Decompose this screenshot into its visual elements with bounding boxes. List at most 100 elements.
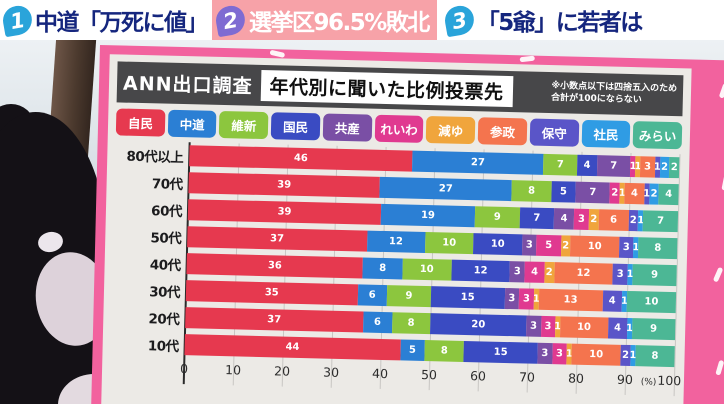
legend-item: れいわ <box>374 114 424 143</box>
stacked-bar-chart: 80代以上 46 27 7 4 7 1 1 3 1 2 2 70代 39 27 8 5 7 2 1 4 1 2 4 60代 39 1… <box>109 140 681 404</box>
bar-segment: 9 <box>386 285 432 308</box>
bar-segment: 3 <box>509 261 525 283</box>
bar-value-label: 9 <box>493 211 501 223</box>
bar-value-label: 2 <box>629 214 637 227</box>
bar-segment: 4 <box>624 182 645 205</box>
chart-rows: 80代以上 46 27 7 4 7 1 1 3 1 2 2 70代 39 27 8 5 7 2 1 4 1 2 4 60代 39 1… <box>110 140 681 370</box>
bar-segment: 7 <box>519 207 555 230</box>
bar-segment: 3 <box>504 287 520 310</box>
bar-value-label: 39 <box>277 206 292 218</box>
age-group-label: 30代 <box>148 283 181 301</box>
bar-segment: 3 <box>521 234 537 256</box>
bar-segment: 8 <box>635 345 675 368</box>
bar-value-label: 27 <box>438 183 453 195</box>
bar-segment: 12 <box>553 262 614 285</box>
headline-1-title: 中道「万死に値」 <box>35 10 209 36</box>
bar-segment: 10 <box>401 258 452 281</box>
bar-value-label: 12 <box>388 236 403 248</box>
panel-title: 年代別に聞いた比例投票先 <box>260 69 513 108</box>
bar-value-label: 46 <box>293 152 308 165</box>
bar-value-label: 4 <box>608 295 616 307</box>
headline-3-number-badge: 3 <box>442 3 477 37</box>
legend-item: 減ゆ <box>426 116 476 145</box>
panel-header: ANN出口調査 年代別に聞いた比例投票先 ※小数点以下は四捨五入のため 合計が1… <box>116 61 684 117</box>
bar-segment: 39 <box>187 199 382 225</box>
bar-value-label: 10 <box>587 240 602 253</box>
bar-segment: 4 <box>553 208 575 230</box>
headline-bar: 1 中道「万死に値」 2 選挙区96.5%敗北 3 「5爺」に若者は <box>0 0 724 40</box>
bar-value-label: 2 <box>545 266 553 279</box>
bar-value-label: 6 <box>373 316 382 328</box>
bar-value-label: 4 <box>630 188 639 200</box>
bar-segment: 10 <box>626 290 677 314</box>
headline-2-number-badge: 2 <box>213 3 248 37</box>
bar-value-label: 8 <box>440 345 448 357</box>
bar-value-label: 7 <box>589 187 597 199</box>
bar-value-label: 2 <box>590 214 598 226</box>
bar-segment: 2 <box>588 208 599 231</box>
bar-value-label: 35 <box>264 287 279 299</box>
bar-value-label: 7 <box>656 215 665 227</box>
bar-segment: 8 <box>362 257 403 280</box>
bar-segment: 3 <box>573 208 590 230</box>
bar-value-label: 10 <box>419 263 434 276</box>
bar-segment: 15 <box>463 340 538 364</box>
bar-value-label: 4 <box>613 322 622 334</box>
bar-value-label: 12 <box>473 265 488 277</box>
bar-value-label: 12 <box>576 267 591 280</box>
bar-segment: 4 <box>607 317 628 339</box>
axis-tick-label: 60 <box>469 368 487 384</box>
axis-tick-label: 50 <box>420 366 438 383</box>
legend-item: 参政 <box>477 117 528 146</box>
bar-segment: 7 <box>543 153 578 176</box>
bar-segment: 10 <box>473 233 523 256</box>
bar-segment: 6 <box>362 311 393 334</box>
age-group-label: 10代 <box>147 337 179 355</box>
bar-value-label: 4 <box>560 213 568 225</box>
bar-segment: 15 <box>430 286 505 309</box>
bar-value-label: 5 <box>545 239 553 252</box>
exit-poll-panel: ANN出口調査 年代別に聞いた比例投票先 ※小数点以下は四捨五入のため 合計が1… <box>101 54 692 404</box>
bar-value-label: 3 <box>522 293 531 305</box>
age-group-label: 80代以上 <box>126 148 184 166</box>
age-group-label: 40代 <box>149 256 181 274</box>
tape-mark <box>269 49 286 59</box>
axis-tick-label: 0 <box>179 361 189 377</box>
bar-segment: 6 <box>357 284 388 307</box>
bar-value-label: 7 <box>533 212 541 224</box>
bar-value-label: 3 <box>577 213 585 225</box>
axis-tick-label: 80 <box>567 370 585 386</box>
bar-segment: 7 <box>575 181 611 204</box>
bar-value-label: 15 <box>493 346 508 359</box>
bar-segment: 39 <box>188 172 380 198</box>
legend-item: みらい <box>632 121 683 150</box>
axis-tick-label: (%)100 <box>640 372 682 389</box>
axis-tick-label: 40 <box>371 365 389 382</box>
bar-value-label: 3 <box>525 239 533 251</box>
bar-segment: 7 <box>596 155 631 177</box>
legend-item: 保守 <box>529 118 579 147</box>
bar-segment: 10 <box>570 235 620 258</box>
bar-value-label: 8 <box>527 185 536 197</box>
bar-value-label: 10 <box>589 349 604 361</box>
bar-value-label: 10 <box>576 321 592 334</box>
bar-value-label: 6 <box>368 289 376 301</box>
axis-tick-label: 90 <box>616 371 634 388</box>
studio-background: ANN出口調査 年代別に聞いた比例投票先 ※小数点以下は四捨五入のため 合計が1… <box>0 34 724 404</box>
bar-value-label: 3 <box>643 161 652 173</box>
bar-value-label: 19 <box>420 209 436 222</box>
bar-segment: 44 <box>184 334 401 361</box>
legend-item: 自民 <box>115 108 166 137</box>
headline-3-title: 「5爺」に若者は <box>476 10 644 36</box>
bar-segment: 36 <box>186 253 364 279</box>
bar-value-label: 2 <box>650 188 658 200</box>
bar-value-label: 27 <box>470 157 485 169</box>
bar-value-label: 20 <box>471 319 486 331</box>
bar-segment: 10 <box>559 316 609 339</box>
bar-segment: 9 <box>632 264 677 287</box>
age-group-label: 50代 <box>150 229 182 247</box>
legend-item: 中道 <box>167 109 217 138</box>
bar-segment: 9 <box>474 206 520 229</box>
axis-tick-label: 70 <box>518 369 536 385</box>
